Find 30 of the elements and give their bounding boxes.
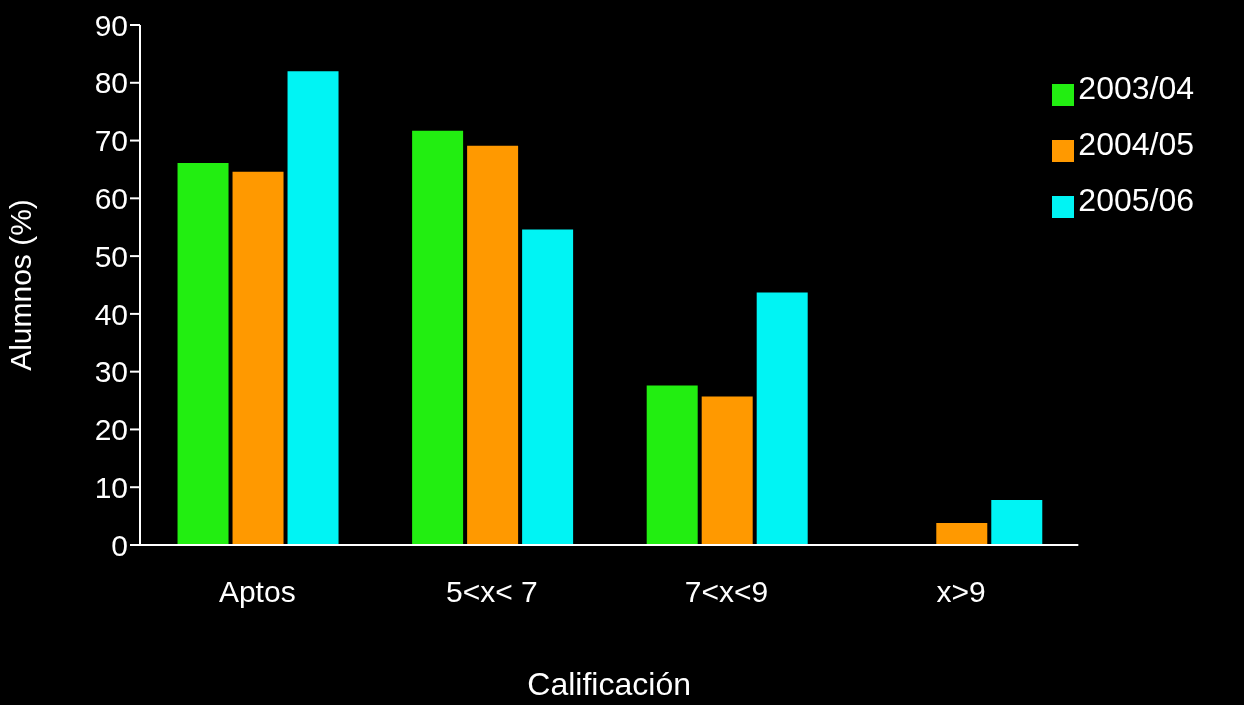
bar xyxy=(646,385,698,545)
x-axis-title: Calificación xyxy=(527,666,691,702)
y-tick-label: 60 xyxy=(94,181,128,215)
x-tick-label: 7<x<9 xyxy=(684,575,769,609)
bar xyxy=(756,292,808,545)
y-tick-label: 10 xyxy=(94,470,128,504)
legend-label: 2003/04 xyxy=(1078,70,1194,106)
bar xyxy=(936,523,988,545)
y-tick-label: 80 xyxy=(94,66,128,100)
bar xyxy=(412,130,464,545)
y-tick-label: 30 xyxy=(94,355,128,389)
x-tick-label: Aptos xyxy=(218,575,296,609)
legend-label: 2004/05 xyxy=(1078,126,1194,162)
bar xyxy=(232,171,284,545)
x-tick-label: 5<x< 7 xyxy=(446,575,538,609)
y-tick-label: 0 xyxy=(111,528,128,562)
bar xyxy=(177,163,229,545)
bar xyxy=(991,499,1043,545)
y-tick-label: 50 xyxy=(94,239,128,273)
bar xyxy=(467,145,519,545)
y-axis-title: Alumnos (%) xyxy=(3,199,37,371)
bar xyxy=(522,229,574,545)
y-tick-label: 40 xyxy=(94,297,128,331)
y-tick-label: 90 xyxy=(94,8,128,42)
y-tick-label: 70 xyxy=(94,124,128,158)
bar xyxy=(701,396,753,545)
legend-label: 2005/06 xyxy=(1078,182,1194,218)
bar xyxy=(287,71,339,545)
y-tick-label: 20 xyxy=(94,413,128,447)
x-tick-label: x>9 xyxy=(936,575,986,609)
